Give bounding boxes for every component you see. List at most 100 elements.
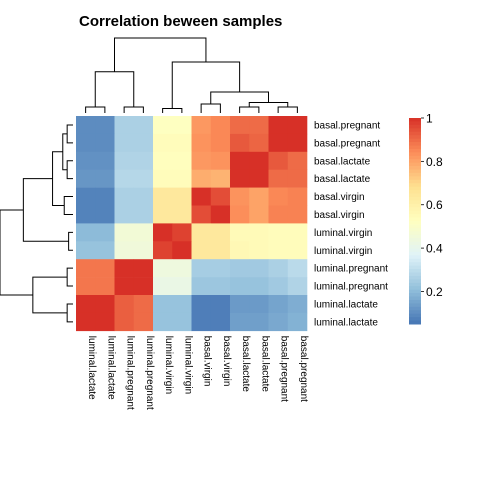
legend-swatch bbox=[409, 282, 421, 287]
legend-swatch bbox=[409, 234, 421, 239]
heatmap-cell bbox=[191, 277, 212, 296]
dendrogram-branch bbox=[63, 196, 73, 215]
column-label: basal.virgin bbox=[221, 336, 232, 387]
heatmap-cell bbox=[133, 223, 154, 242]
heatmap-cell bbox=[210, 187, 231, 206]
column-label: basal.pregnant bbox=[298, 336, 309, 402]
heatmap-cell bbox=[153, 205, 173, 224]
heatmap-cell bbox=[114, 223, 135, 242]
legend-swatch bbox=[409, 272, 421, 277]
heatmap-cell bbox=[287, 312, 308, 332]
column-label: luminal.pregnant bbox=[144, 336, 155, 410]
heatmap-cell bbox=[114, 169, 135, 188]
legend-swatch bbox=[409, 131, 421, 136]
heatmap-cell bbox=[76, 205, 96, 224]
column-label: basal.lactate bbox=[240, 336, 251, 393]
dendrogram-branch bbox=[32, 276, 68, 314]
legend-swatch bbox=[409, 265, 421, 270]
legend-swatch bbox=[409, 275, 421, 280]
heatmap-cell bbox=[210, 277, 231, 296]
heatmap-cell bbox=[268, 133, 289, 153]
heatmap-cell bbox=[268, 151, 289, 170]
heatmap-cell bbox=[76, 116, 96, 135]
heatmap-cell bbox=[268, 259, 289, 278]
legend-swatch bbox=[409, 196, 421, 201]
legend-swatch bbox=[409, 200, 421, 205]
heatmap-cell bbox=[133, 241, 154, 260]
column-label: luminal.virgin bbox=[182, 336, 193, 394]
row-label: basal.virgin bbox=[314, 192, 365, 203]
legend-swatch bbox=[409, 207, 421, 212]
dendrogram-branch bbox=[68, 231, 73, 251]
row-label: basal.lactate bbox=[314, 156, 371, 167]
legend-swatch bbox=[409, 176, 421, 181]
heatmap-cell bbox=[249, 169, 269, 188]
legend-swatch bbox=[409, 162, 421, 167]
row-label: luminal.lactate bbox=[314, 317, 378, 328]
heatmap-cell bbox=[210, 169, 231, 188]
heatmap-cell bbox=[133, 295, 154, 314]
legend-swatch bbox=[409, 245, 421, 249]
heatmap-cell bbox=[133, 312, 154, 332]
heatmap-cell bbox=[249, 241, 269, 260]
dendrogram-branch bbox=[66, 267, 73, 287]
heatmap-cell bbox=[268, 223, 289, 242]
dendrogram-branch bbox=[22, 178, 69, 242]
heatmap-cell bbox=[172, 277, 192, 296]
heatmap-cell bbox=[210, 295, 231, 314]
heatmap-cell bbox=[210, 312, 231, 332]
heatmap-cell bbox=[230, 277, 250, 296]
heatmap-cell bbox=[153, 241, 173, 260]
heatmap-cell bbox=[114, 151, 135, 170]
heatmap-cell bbox=[133, 116, 154, 135]
legend-swatch bbox=[409, 258, 421, 263]
heatmap-cell bbox=[249, 116, 269, 135]
heatmap-cell bbox=[114, 295, 135, 314]
heatmap-cell bbox=[133, 277, 154, 296]
heatmap-cell bbox=[172, 187, 192, 206]
legend-swatch bbox=[409, 186, 421, 191]
column-labels: luminal.lactate luminal.lactate luminal.pr… bbox=[86, 336, 309, 410]
legend-swatch bbox=[409, 169, 421, 174]
column-label: basal.virgin bbox=[202, 336, 213, 387]
heatmap-cell bbox=[287, 151, 308, 170]
legend-swatch bbox=[409, 320, 421, 325]
heatmap-cells bbox=[76, 116, 308, 332]
column-label: luminal.virgin bbox=[163, 336, 174, 394]
heatmap-cell bbox=[153, 295, 173, 314]
legend-swatch bbox=[409, 145, 421, 150]
heatmap-cell bbox=[287, 169, 308, 188]
heatmap-cell bbox=[133, 205, 154, 224]
heatmap-cell bbox=[230, 312, 250, 332]
heatmap-cell bbox=[249, 259, 269, 278]
legend-swatch bbox=[409, 172, 421, 177]
heatmap-cell bbox=[230, 187, 250, 206]
heatmap-cell bbox=[287, 295, 308, 314]
heatmap-cell bbox=[95, 205, 115, 224]
heatmap-cell bbox=[230, 205, 250, 224]
legend-swatch bbox=[409, 217, 421, 222]
heatmap-cell bbox=[153, 169, 173, 188]
heatmap-cell bbox=[153, 259, 173, 278]
dendrogram-branch bbox=[114, 37, 207, 72]
legend-swatch bbox=[409, 238, 421, 243]
heatmap-cell bbox=[172, 205, 192, 224]
row-label: luminal.pregnant bbox=[314, 282, 388, 293]
heatmap-cell bbox=[76, 133, 96, 153]
heatmap-cell bbox=[230, 259, 250, 278]
heatmap-cell bbox=[287, 133, 308, 153]
heatmap-cell bbox=[268, 187, 289, 206]
dendrogram-branch bbox=[66, 160, 73, 180]
heatmap-cell bbox=[191, 169, 212, 188]
heatmap-cell bbox=[76, 169, 96, 188]
row-label: basal.virgin bbox=[314, 210, 365, 221]
dendrogram-branch bbox=[62, 133, 68, 171]
legend-swatch bbox=[409, 148, 421, 153]
legend-swatch bbox=[409, 310, 421, 315]
heatmap-cell bbox=[210, 241, 231, 260]
legend-swatch bbox=[409, 224, 421, 229]
heatmap-cell bbox=[172, 312, 192, 332]
legend-swatch bbox=[409, 286, 421, 291]
legend-tick-label: 0.6 bbox=[426, 198, 443, 212]
row-labels: basal.pregnant basal.pregnant basal.lactat… bbox=[314, 120, 388, 328]
